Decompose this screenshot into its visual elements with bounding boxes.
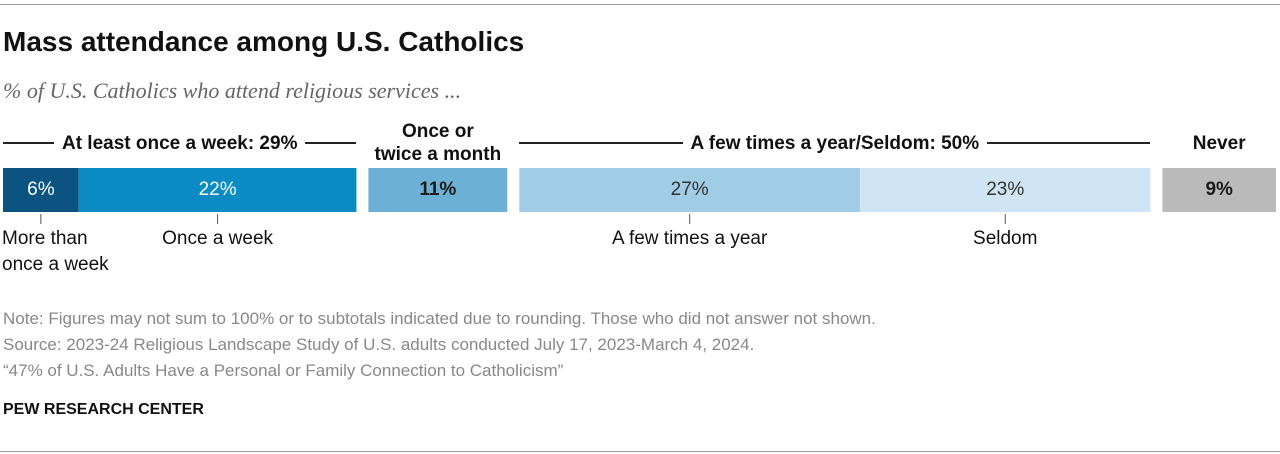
bar-segment [1162, 168, 1276, 212]
group-header: Never [1162, 118, 1276, 168]
value-label: 22% [198, 179, 237, 200]
group-header: At least once a week: 29% [3, 118, 357, 168]
source: Source: 2023-24 Religious Landscape Stud… [3, 335, 755, 354]
group-label: At least once a week: 29% [61, 132, 298, 154]
group-label: A few times a year/Seldom: 50% [690, 132, 980, 154]
bar-segment [3, 168, 79, 212]
bar-segment [860, 168, 1151, 212]
group-rule [3, 142, 54, 144]
bottom-rule [0, 451, 1280, 452]
chart-title: Mass attendance among U.S. Catholics [3, 26, 525, 57]
category-label: A few times a year [612, 228, 768, 249]
top-rule [0, 4, 1280, 5]
bar-segment [519, 168, 861, 212]
value-label: 11% [419, 179, 457, 200]
bar-segment [368, 168, 508, 212]
group-label: Never [1192, 132, 1246, 154]
bar-segment [78, 168, 357, 212]
value-label: 23% [986, 179, 1025, 200]
group-rule [305, 142, 357, 144]
report-title: “47% of U.S. Adults Have a Personal or F… [3, 361, 564, 380]
note: Note: Figures may not sum to 100% or to … [3, 309, 876, 328]
group-header: Once or twice a month [368, 118, 507, 168]
value-label: 9% [1205, 179, 1233, 200]
group-header: A few times a year/Seldom: 50% [519, 118, 1151, 168]
group-rule [519, 142, 683, 144]
value-label: 27% [670, 179, 709, 200]
chart-subtitle: % of U.S. Catholics who attend religious… [3, 78, 462, 103]
group-label: Once or twice a month [374, 121, 502, 165]
category-label: Seldom [973, 228, 1038, 249]
credit: PEW RESEARCH CENTER [3, 401, 204, 418]
category-label: Once a week [162, 228, 274, 249]
category-label: More than once a week [2, 228, 109, 275]
group-rule [987, 142, 1151, 144]
value-label: 6% [27, 179, 55, 200]
